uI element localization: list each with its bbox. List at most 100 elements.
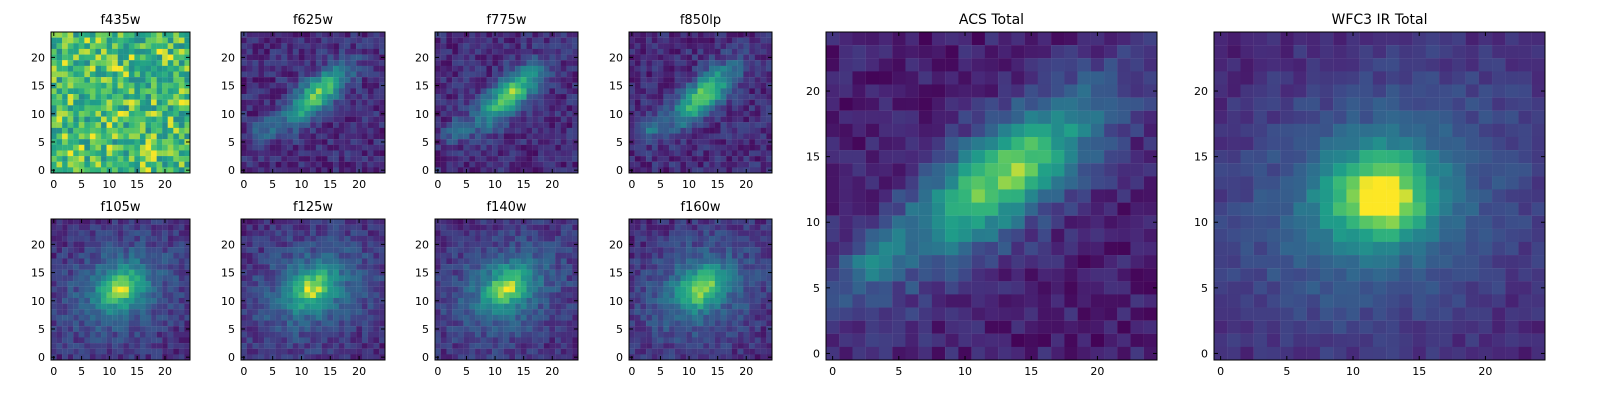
heatmap-cell (452, 82, 459, 89)
heatmap-cell (344, 219, 351, 225)
heatmap-cell (338, 230, 345, 237)
heatmap-cell (560, 247, 567, 253)
heatmap-cell (509, 348, 516, 355)
heatmap-cell (646, 235, 653, 242)
heatmap-cell (281, 309, 288, 316)
heatmap-cell (123, 292, 129, 299)
heatmap-cell (686, 105, 693, 112)
heatmap-cell (651, 167, 658, 174)
heatmap-cell (555, 230, 561, 237)
heatmap-cell (669, 281, 675, 287)
heatmap-cell (686, 264, 693, 270)
heatmap-cell (258, 224, 265, 231)
heatmap-cell (292, 110, 299, 117)
heatmap-cell (515, 48, 521, 55)
heatmap-cell (106, 110, 113, 117)
heatmap-cell (281, 264, 288, 270)
heatmap-cell (657, 133, 664, 140)
heatmap-cell (73, 309, 79, 316)
heatmap-cell (555, 37, 561, 44)
heatmap-cell (333, 326, 340, 332)
heatmap-cell (440, 161, 447, 168)
heatmap-cell (258, 314, 265, 321)
heatmap-cell (475, 292, 481, 299)
heatmap-cell (315, 60, 322, 66)
heatmap-cell (475, 247, 481, 253)
heatmap-cell (440, 65, 447, 72)
heatmap-cell (703, 105, 710, 112)
heatmap-cell (95, 314, 102, 321)
heatmap-cell (333, 303, 340, 310)
heatmap-cell (686, 281, 693, 287)
axes-frame (434, 31, 579, 174)
heatmap-cell (310, 286, 317, 293)
heatmap-cell (697, 60, 704, 66)
heatmap-cell (572, 219, 579, 225)
heatmap-cell (379, 105, 386, 112)
heatmap-cell (634, 139, 641, 145)
heatmap-cell (321, 133, 328, 140)
heatmap-cell (475, 224, 481, 231)
heatmap-cell (520, 275, 527, 282)
heatmap-cell (139, 133, 146, 140)
heatmap-cell (367, 309, 374, 316)
heatmap-cell (532, 150, 539, 157)
heatmap-cell (486, 286, 493, 293)
heatmap-cell (298, 320, 305, 327)
heatmap-cell (566, 94, 573, 100)
heatmap-cell (486, 116, 493, 123)
heatmap-cell (766, 127, 773, 134)
heatmap-cell (84, 48, 91, 55)
heatmap-cell (572, 337, 579, 344)
heatmap-cell (520, 292, 527, 299)
heatmap-cell (258, 144, 265, 151)
heatmap-cell (680, 281, 687, 287)
heatmap-cell (697, 230, 704, 237)
heatmap-cell (657, 37, 664, 44)
heatmap-cell (440, 99, 447, 106)
heatmap-cell (56, 286, 63, 293)
heatmap-cell (754, 65, 761, 72)
heatmap-cell (333, 127, 340, 134)
heatmap-cell (95, 354, 102, 361)
heatmap-cell (246, 144, 253, 151)
heatmap-cell (526, 156, 533, 162)
heatmap-cell (452, 48, 459, 55)
heatmap-cell (749, 94, 755, 100)
heatmap-cell (560, 43, 567, 50)
heatmap-cell (258, 88, 265, 95)
heatmap-cell (344, 309, 351, 316)
heatmap-cell (178, 292, 185, 299)
heatmap-cell (139, 161, 146, 168)
heatmap-cell (73, 54, 79, 61)
heatmap-cell (737, 139, 744, 145)
heatmap-cell (241, 48, 247, 55)
heatmap-cell (292, 144, 299, 151)
heatmap-cell (457, 337, 464, 344)
heatmap-cell (134, 37, 141, 44)
heatmap-cell (139, 326, 146, 332)
heatmap-cell (379, 264, 386, 270)
heatmap-cell (503, 269, 510, 276)
heatmap-cell (78, 65, 85, 72)
heatmap-cell (287, 252, 293, 259)
heatmap-cell (537, 331, 544, 338)
heatmap-cell (440, 264, 447, 270)
heatmap-cell (543, 88, 550, 95)
heatmap-cell (749, 77, 755, 83)
heatmap-cell (486, 82, 493, 89)
heatmap-cell (162, 43, 168, 50)
heatmap-cell (560, 286, 567, 293)
heatmap-cell (315, 167, 322, 174)
heatmap-cell (674, 133, 681, 140)
heatmap-cell (367, 37, 374, 44)
heatmap-cell (178, 326, 185, 332)
heatmap-cell (509, 241, 516, 248)
heatmap-cell (258, 48, 265, 55)
heatmap-cell (264, 219, 270, 225)
heatmap-cell (156, 337, 163, 344)
heatmap-cell (258, 286, 265, 293)
heatmap-cell (726, 258, 733, 265)
heatmap-cell (720, 235, 727, 242)
